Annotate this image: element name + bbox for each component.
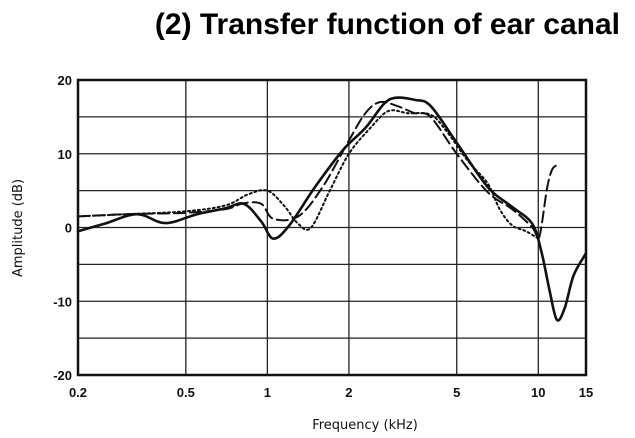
y-tick-label: 0 [65, 221, 72, 236]
y-tick-label: -10 [53, 294, 72, 309]
y-axis-label: Amplitude (dB) [11, 179, 26, 277]
series-line-solid [76, 96, 588, 322]
series-line-dotted [77, 109, 540, 240]
y-tick-label: -20 [53, 368, 72, 383]
x-tick-label: 0.2 [69, 385, 87, 400]
y-tick-label: 20 [58, 73, 72, 88]
x-tick-label: 5 [453, 385, 460, 400]
x-tick-label: 10 [531, 385, 545, 400]
x-axis-label: Frequency (kHz) [312, 418, 418, 433]
x-tick-label: 0.5 [177, 385, 195, 400]
y-tick-label: 10 [58, 147, 72, 162]
x-tick-label: 15 [579, 385, 593, 400]
x-tick-label: 2 [345, 385, 352, 400]
chart-title: (2) Transfer function of ear canal [154, 8, 620, 41]
x-tick-label: 1 [264, 385, 271, 400]
chart-grid [78, 80, 586, 375]
plot-frame [76, 78, 588, 377]
